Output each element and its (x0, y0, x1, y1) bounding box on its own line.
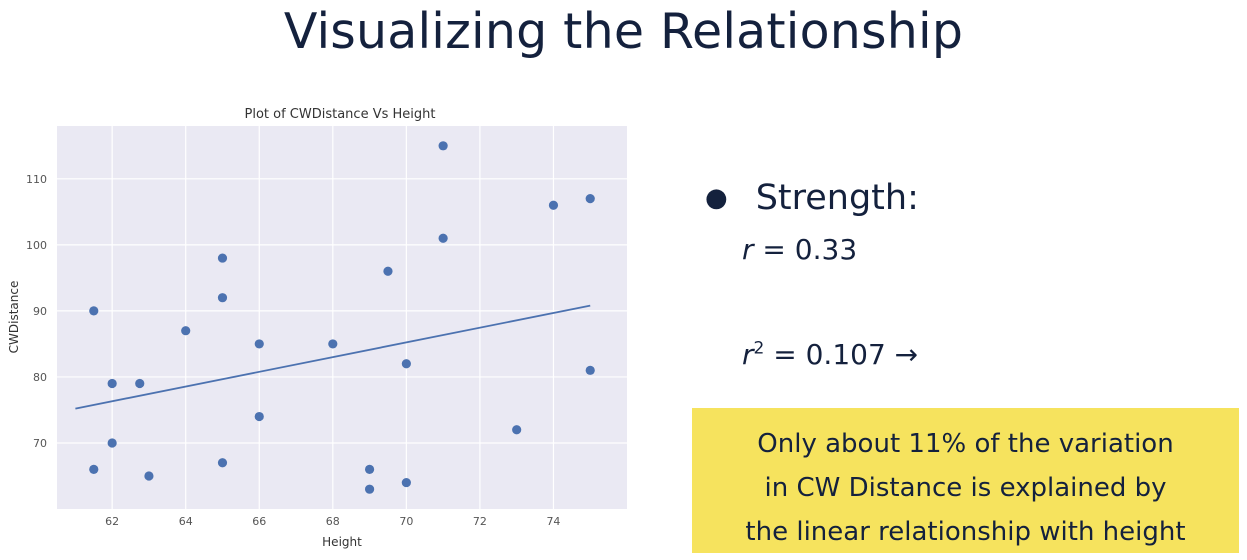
data-point (438, 141, 448, 151)
bullet-dot-icon: ● (705, 183, 728, 213)
x-tick-label: 70 (399, 515, 413, 528)
r-value: = 0.33 (762, 233, 858, 266)
chart-title: Plot of CWDistance Vs Height (245, 107, 436, 122)
data-point (89, 306, 99, 316)
y-tick-label: 90 (33, 305, 47, 318)
r2-exponent: 2 (753, 338, 765, 359)
r2-value: = 0.107 → (773, 338, 919, 371)
callout-line-1: Only about 11% of the variation (757, 429, 1174, 459)
callout-line-2: in CW Distance is explained by (764, 473, 1167, 503)
data-point (181, 326, 191, 336)
data-point (401, 359, 411, 369)
r2-symbol: r (742, 338, 754, 371)
data-point (383, 266, 393, 276)
x-axis-label: Height (322, 535, 362, 549)
data-point (217, 458, 228, 468)
points-layer (89, 141, 595, 494)
y-tick-label: 80 (33, 371, 47, 384)
regression-layer (75, 304, 591, 410)
plot-area (57, 126, 627, 509)
strength-label: Strength: (755, 178, 919, 218)
x-tick-label: 66 (252, 515, 266, 528)
data-point (328, 339, 338, 349)
data-point (364, 464, 375, 474)
data-point (217, 293, 228, 303)
data-point (548, 200, 559, 210)
r-symbol: r (742, 233, 754, 266)
data-point (364, 484, 375, 494)
data-point (89, 464, 99, 474)
data-point (512, 425, 522, 435)
y-tick-label: 110 (26, 173, 47, 186)
x-tick-labels: 62 64 66 68 70 72 74 (105, 515, 560, 528)
y-tick-labels: 70 80 90 100 110 (26, 173, 47, 450)
grid-lines (57, 126, 627, 509)
x-tick-label: 62 (105, 515, 119, 528)
x-tick-label: 68 (326, 515, 340, 528)
regression-line (75, 304, 591, 410)
x-tick-label: 74 (546, 515, 560, 528)
data-point (585, 194, 595, 204)
y-axis-label: CWDistance (7, 281, 21, 354)
scatter-chart: Plot of CWDistance Vs Height 62 64 66 68 70 7… (7, 107, 627, 549)
data-point (401, 477, 411, 488)
data-point (254, 411, 264, 422)
data-point (254, 339, 264, 349)
r-squared-line: r2 = 0.107 → (742, 338, 918, 371)
data-point (144, 471, 154, 481)
data-point (135, 378, 145, 389)
data-point (107, 378, 117, 389)
x-tick-label: 72 (473, 515, 487, 528)
slide-title: Visualizing the Relationship (283, 3, 964, 60)
callout-box: Only about 11% of the variation in CW Di… (692, 408, 1239, 553)
data-point (585, 365, 595, 375)
callout-line-3: the linear relationship with height (745, 517, 1186, 547)
data-point (107, 438, 117, 448)
data-point (438, 233, 448, 243)
x-tick-label: 64 (179, 515, 193, 528)
y-tick-label: 70 (33, 437, 47, 450)
r-value-line: r = 0.33 (742, 233, 857, 266)
data-point (217, 253, 228, 263)
strength-bullet: ● Strength: (705, 173, 919, 223)
y-tick-label: 100 (26, 239, 47, 252)
